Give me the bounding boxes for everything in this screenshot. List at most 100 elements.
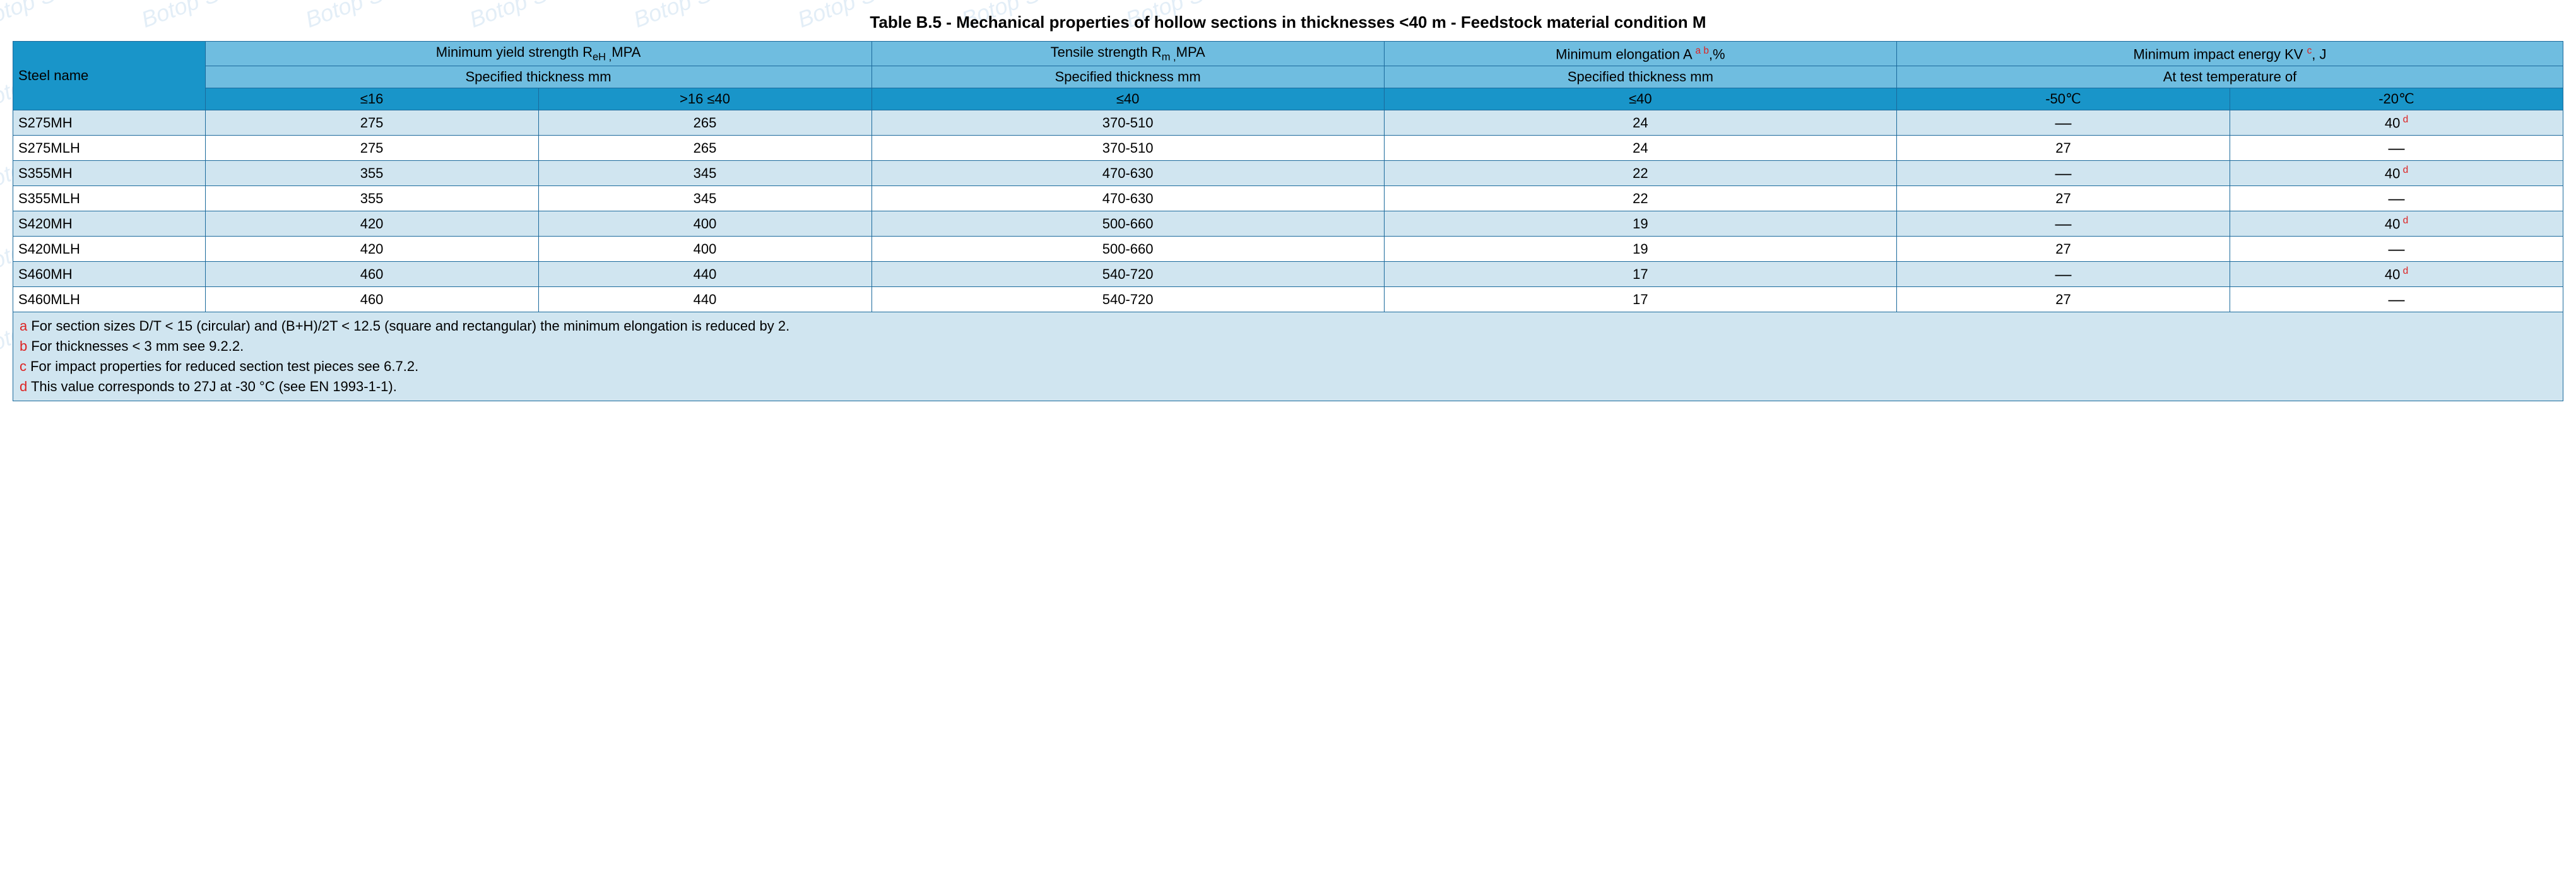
table-row: S355MLH355345470-6302227— bbox=[13, 186, 2563, 211]
cell-value: 470-630 bbox=[871, 186, 1384, 211]
cell-value: 440 bbox=[538, 287, 871, 312]
header-elong-le40: ≤40 bbox=[1384, 88, 1896, 110]
footnote-b-mark: b bbox=[20, 338, 27, 354]
cell-value: 355 bbox=[205, 161, 538, 186]
cell-value: 540-720 bbox=[871, 262, 1384, 287]
header-yield-sub: eH , bbox=[593, 51, 612, 62]
header-yield-group: Minimum yield strength ReH ,MPA bbox=[205, 42, 871, 66]
header-tensile-le40: ≤40 bbox=[871, 88, 1384, 110]
cell-temp-50: — bbox=[1897, 262, 2230, 287]
cell-value: 265 bbox=[538, 110, 871, 136]
cell-value: 470-630 bbox=[871, 161, 1384, 186]
cell-steel-name: S420MLH bbox=[13, 237, 206, 262]
footnote-d-mark: d bbox=[20, 379, 27, 394]
cell-steel-name: S355MH bbox=[13, 161, 206, 186]
cell-temp-50: 27 bbox=[1897, 136, 2230, 161]
cell-temp-20: — bbox=[2230, 136, 2563, 161]
cell-value: 540-720 bbox=[871, 287, 1384, 312]
cell-value: 345 bbox=[538, 186, 871, 211]
header-yield-unit: MPA bbox=[612, 44, 641, 60]
footnote-a: a For section sizes D/T < 15 (circular) … bbox=[20, 316, 2556, 336]
cell-temp-20: — bbox=[2230, 287, 2563, 312]
cell-temp-20: 40 d bbox=[2230, 262, 2563, 287]
cell-steel-name: S420MH bbox=[13, 211, 206, 237]
cell-temp-50: — bbox=[1897, 161, 2230, 186]
header-elong-unit: ,% bbox=[1709, 46, 1725, 62]
header-tensile-group: Tensile strength Rm ,MPA bbox=[871, 42, 1384, 66]
table-row: S420MLH420400500-6601927— bbox=[13, 237, 2563, 262]
cell-value: 370-510 bbox=[871, 110, 1384, 136]
header-temp-50: -50℃ bbox=[1897, 88, 2230, 110]
header-temp-20: -20℃ bbox=[2230, 88, 2563, 110]
cell-steel-name: S460MH bbox=[13, 262, 206, 287]
header-steel-name: Steel name bbox=[13, 42, 206, 110]
table-title: Table B.5 - Mechanical properties of hol… bbox=[13, 13, 2563, 32]
cell-temp-20: — bbox=[2230, 186, 2563, 211]
header-tensile-text: Tensile strength R bbox=[1051, 44, 1162, 60]
cell-value: 275 bbox=[205, 136, 538, 161]
header-yield-le16: ≤16 bbox=[205, 88, 538, 110]
cell-value: 17 bbox=[1384, 287, 1896, 312]
cell-steel-name: S275MH bbox=[13, 110, 206, 136]
header-elong-group: Minimum elongation A a b,% bbox=[1384, 42, 1896, 66]
footnote-b: b For thicknesses < 3 mm see 9.2.2. bbox=[20, 336, 2556, 356]
cell-value: 420 bbox=[205, 237, 538, 262]
header-tensile-sub: m , bbox=[1162, 51, 1176, 62]
table-row: S460MLH460440540-7201727— bbox=[13, 287, 2563, 312]
footnote-c-mark: c bbox=[20, 358, 27, 374]
cell-value: 19 bbox=[1384, 237, 1896, 262]
cell-temp-20: 40 d bbox=[2230, 211, 2563, 237]
footnote-a-text: For section sizes D/T < 15 (circular) an… bbox=[27, 318, 789, 334]
table-row: S275MH275265370-51024—40 d bbox=[13, 110, 2563, 136]
cell-value: 460 bbox=[205, 287, 538, 312]
cell-value: 275 bbox=[205, 110, 538, 136]
cell-value: 500-660 bbox=[871, 237, 1384, 262]
cell-value: 22 bbox=[1384, 161, 1896, 186]
header-yield-text: Minimum yield strength R bbox=[436, 44, 593, 60]
cell-value: 24 bbox=[1384, 110, 1896, 136]
header-tensile-spec: Specified thickness mm bbox=[871, 66, 1384, 88]
cell-value: 370-510 bbox=[871, 136, 1384, 161]
header-impact-temp: At test temperature of bbox=[1897, 66, 2563, 88]
cell-steel-name: S275MLH bbox=[13, 136, 206, 161]
table-row: S275MLH275265370-5102427— bbox=[13, 136, 2563, 161]
footnotes-cell: a For section sizes D/T < 15 (circular) … bbox=[13, 312, 2563, 401]
cell-value: 265 bbox=[538, 136, 871, 161]
cell-value: 440 bbox=[538, 262, 871, 287]
header-elong-sup: a b bbox=[1696, 45, 1709, 56]
header-yield-1640: >16 ≤40 bbox=[538, 88, 871, 110]
cell-temp-50: 27 bbox=[1897, 287, 2230, 312]
cell-value: 17 bbox=[1384, 262, 1896, 287]
cell-temp-20: 40 d bbox=[2230, 161, 2563, 186]
cell-value: 460 bbox=[205, 262, 538, 287]
footnote-c: c For impact properties for reduced sect… bbox=[20, 356, 2556, 377]
cell-temp-50: — bbox=[1897, 110, 2230, 136]
footnote-b-text: For thicknesses < 3 mm see 9.2.2. bbox=[27, 338, 244, 354]
footnote-c-text: For impact properties for reduced sectio… bbox=[27, 358, 418, 374]
cell-value: 355 bbox=[205, 186, 538, 211]
footnote-d-text: This value corresponds to 27J at -30 °C … bbox=[27, 379, 397, 394]
cell-value: 22 bbox=[1384, 186, 1896, 211]
header-elong-text: Minimum elongation A bbox=[1556, 46, 1695, 62]
header-elong-spec: Specified thickness mm bbox=[1384, 66, 1896, 88]
cell-value: 345 bbox=[538, 161, 871, 186]
cell-temp-50: — bbox=[1897, 211, 2230, 237]
header-tensile-unit: MPA bbox=[1176, 44, 1205, 60]
header-impact-text: Minimum impact energy KV bbox=[2133, 46, 2307, 62]
cell-value: 420 bbox=[205, 211, 538, 237]
header-yield-spec: Specified thickness mm bbox=[205, 66, 871, 88]
cell-steel-name: S460MLH bbox=[13, 287, 206, 312]
table-row: S420MH420400500-66019—40 d bbox=[13, 211, 2563, 237]
footnote-a-mark: a bbox=[20, 318, 27, 334]
footnote-d: d This value corresponds to 27J at -30 °… bbox=[20, 377, 2556, 397]
cell-temp-50: 27 bbox=[1897, 237, 2230, 262]
cell-steel-name: S355MLH bbox=[13, 186, 206, 211]
cell-value: 500-660 bbox=[871, 211, 1384, 237]
cell-value: 19 bbox=[1384, 211, 1896, 237]
mechanical-properties-table: Steel name Minimum yield strength ReH ,M… bbox=[13, 41, 2563, 401]
cell-value: 400 bbox=[538, 237, 871, 262]
cell-temp-20: — bbox=[2230, 237, 2563, 262]
cell-value: 400 bbox=[538, 211, 871, 237]
header-impact-group: Minimum impact energy KV c, J bbox=[1897, 42, 2563, 66]
header-impact-unit: , J bbox=[2312, 46, 2326, 62]
